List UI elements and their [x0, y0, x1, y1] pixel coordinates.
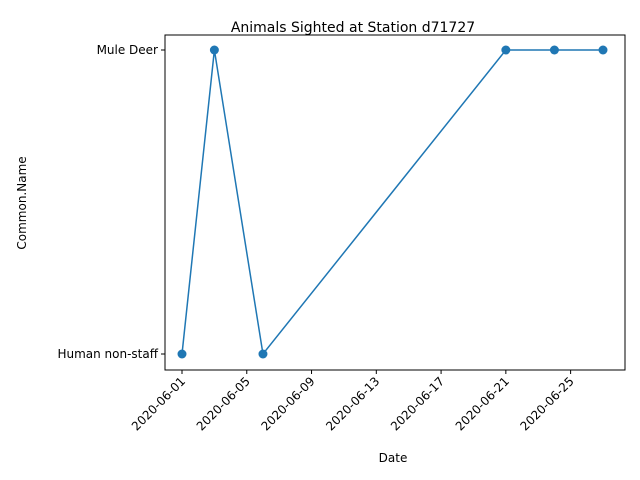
data-point: [549, 45, 559, 55]
data-point: [501, 45, 511, 55]
data-point: [258, 349, 268, 359]
chart-title: Animals Sighted at Station d71727: [231, 20, 475, 36]
series-layer: [177, 45, 608, 359]
y-axis-ticks: Human non-staff Mule Deer: [57, 43, 165, 361]
data-point: [177, 349, 187, 359]
x-axis-label: Date: [379, 451, 408, 465]
y-axis-label: Common.Name: [15, 156, 29, 249]
series-line: [181, 49, 603, 356]
y-tick-label: Mule Deer: [97, 43, 158, 57]
plot-area: [164, 34, 626, 371]
data-point: [209, 45, 219, 55]
y-tick-label: Human non-staff: [57, 347, 158, 361]
data-point: [598, 45, 608, 55]
